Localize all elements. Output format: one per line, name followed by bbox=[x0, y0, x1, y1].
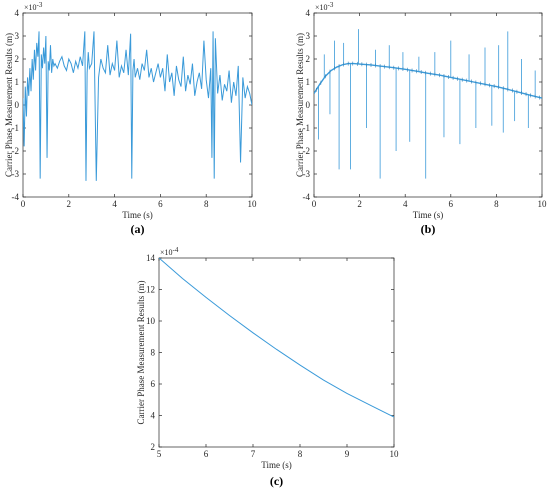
y-tick-label: -2 bbox=[303, 146, 311, 156]
y-tick-label: 6 bbox=[151, 379, 156, 389]
x-tick-label: 5 bbox=[157, 449, 162, 459]
plot-area bbox=[23, 31, 252, 181]
y-tick-label: 0 bbox=[15, 100, 20, 110]
y-tick-label: 2 bbox=[151, 442, 156, 452]
y-tick-label: 4 bbox=[151, 411, 156, 421]
axis-exponent-label: ×10-3 bbox=[24, 1, 43, 12]
x-tick-label: 8 bbox=[298, 449, 303, 459]
x-tick-label: 6 bbox=[449, 199, 454, 209]
x-tick-label: 6 bbox=[204, 449, 209, 459]
y-tick-label: 1 bbox=[306, 77, 311, 87]
x-tick-label: 0 bbox=[312, 199, 317, 209]
plot-area bbox=[314, 29, 542, 179]
y-tick-label: -4 bbox=[12, 192, 20, 202]
x-axis-label: Time (s) bbox=[413, 210, 443, 220]
x-tick-label: 2 bbox=[357, 199, 362, 209]
y-tick-label: 0 bbox=[306, 100, 311, 110]
x-tick-label: 6 bbox=[158, 199, 163, 209]
x-tick-label: 7 bbox=[251, 449, 256, 459]
y-tick-label: 14 bbox=[146, 253, 156, 263]
series-line bbox=[159, 258, 394, 418]
x-tick-label: 4 bbox=[112, 199, 117, 209]
y-tick-label: 4 bbox=[15, 8, 20, 18]
axes-frame bbox=[313, 12, 543, 198]
y-tick-label: 10 bbox=[146, 316, 156, 326]
x-tick-label: 10 bbox=[538, 199, 548, 209]
chart-panel-b: 0 2 4 6 8 10 -4 -3 -2 -1 0 1 2 3 4 ×10-3 Time (s) Carrier… bbox=[295, 1, 547, 236]
y-tick-label: 2 bbox=[306, 54, 311, 64]
y-tick-label: 2 bbox=[15, 54, 20, 64]
y-tick-label: -2 bbox=[12, 146, 20, 156]
y-axis-label: Carrier Phase Measurement Results (m) bbox=[4, 33, 14, 177]
x-tick-label: 10 bbox=[390, 449, 400, 459]
panel-label: (c) bbox=[270, 474, 283, 488]
y-tick-label: -1 bbox=[303, 123, 311, 133]
y-tick-label: 4 bbox=[306, 8, 311, 18]
axis-exponent-label: ×10-3 bbox=[315, 1, 334, 12]
y-axis-label: Carrier Phase Measurement Results (m) bbox=[295, 33, 305, 177]
y-tick-label: 3 bbox=[15, 31, 20, 41]
x-axis-label: Time (s) bbox=[261, 460, 291, 470]
x-tick-label: 10 bbox=[248, 199, 258, 209]
axis-exponent-label: ×10-4 bbox=[160, 246, 179, 257]
y-axis-label: Carrier Phase Measurement Results (m) bbox=[136, 281, 146, 425]
chart-panel-a: 0 2 4 6 8 10 -4 -3 -2 -1 0 1 2 3 4 ×10-3 Time (s) Carrier… bbox=[4, 1, 257, 236]
series-line bbox=[23, 31, 252, 181]
x-tick-label: 0 bbox=[21, 199, 26, 209]
chart-panel-c: 5 6 7 8 9 10 2 4 6 8 10 12 14 ×10-4 Time (s) Carrier Ph… bbox=[136, 246, 399, 488]
panel-label: (a) bbox=[131, 222, 145, 236]
y-tick-label: 12 bbox=[146, 285, 155, 295]
y-tick-label: 3 bbox=[306, 31, 311, 41]
y-tick-label: -3 bbox=[12, 169, 20, 179]
y-tick-label: -1 bbox=[12, 123, 20, 133]
x-tick-label: 8 bbox=[494, 199, 499, 209]
y-tick-label: 1 bbox=[15, 77, 20, 87]
y-tick-label: -4 bbox=[303, 192, 311, 202]
axes-frame bbox=[22, 12, 253, 198]
x-tick-label: 2 bbox=[67, 199, 72, 209]
x-tick-label: 9 bbox=[345, 449, 350, 459]
x-tick-label: 4 bbox=[403, 199, 408, 209]
x-axis-label: Time (s) bbox=[122, 210, 152, 220]
y-tick-label: 8 bbox=[151, 348, 156, 358]
trend-line bbox=[314, 62, 542, 99]
y-tick-label: -3 bbox=[303, 169, 311, 179]
axes-frame bbox=[158, 257, 395, 448]
panel-label: (b) bbox=[421, 222, 436, 236]
plot-area bbox=[159, 258, 394, 418]
x-tick-label: 8 bbox=[204, 199, 209, 209]
